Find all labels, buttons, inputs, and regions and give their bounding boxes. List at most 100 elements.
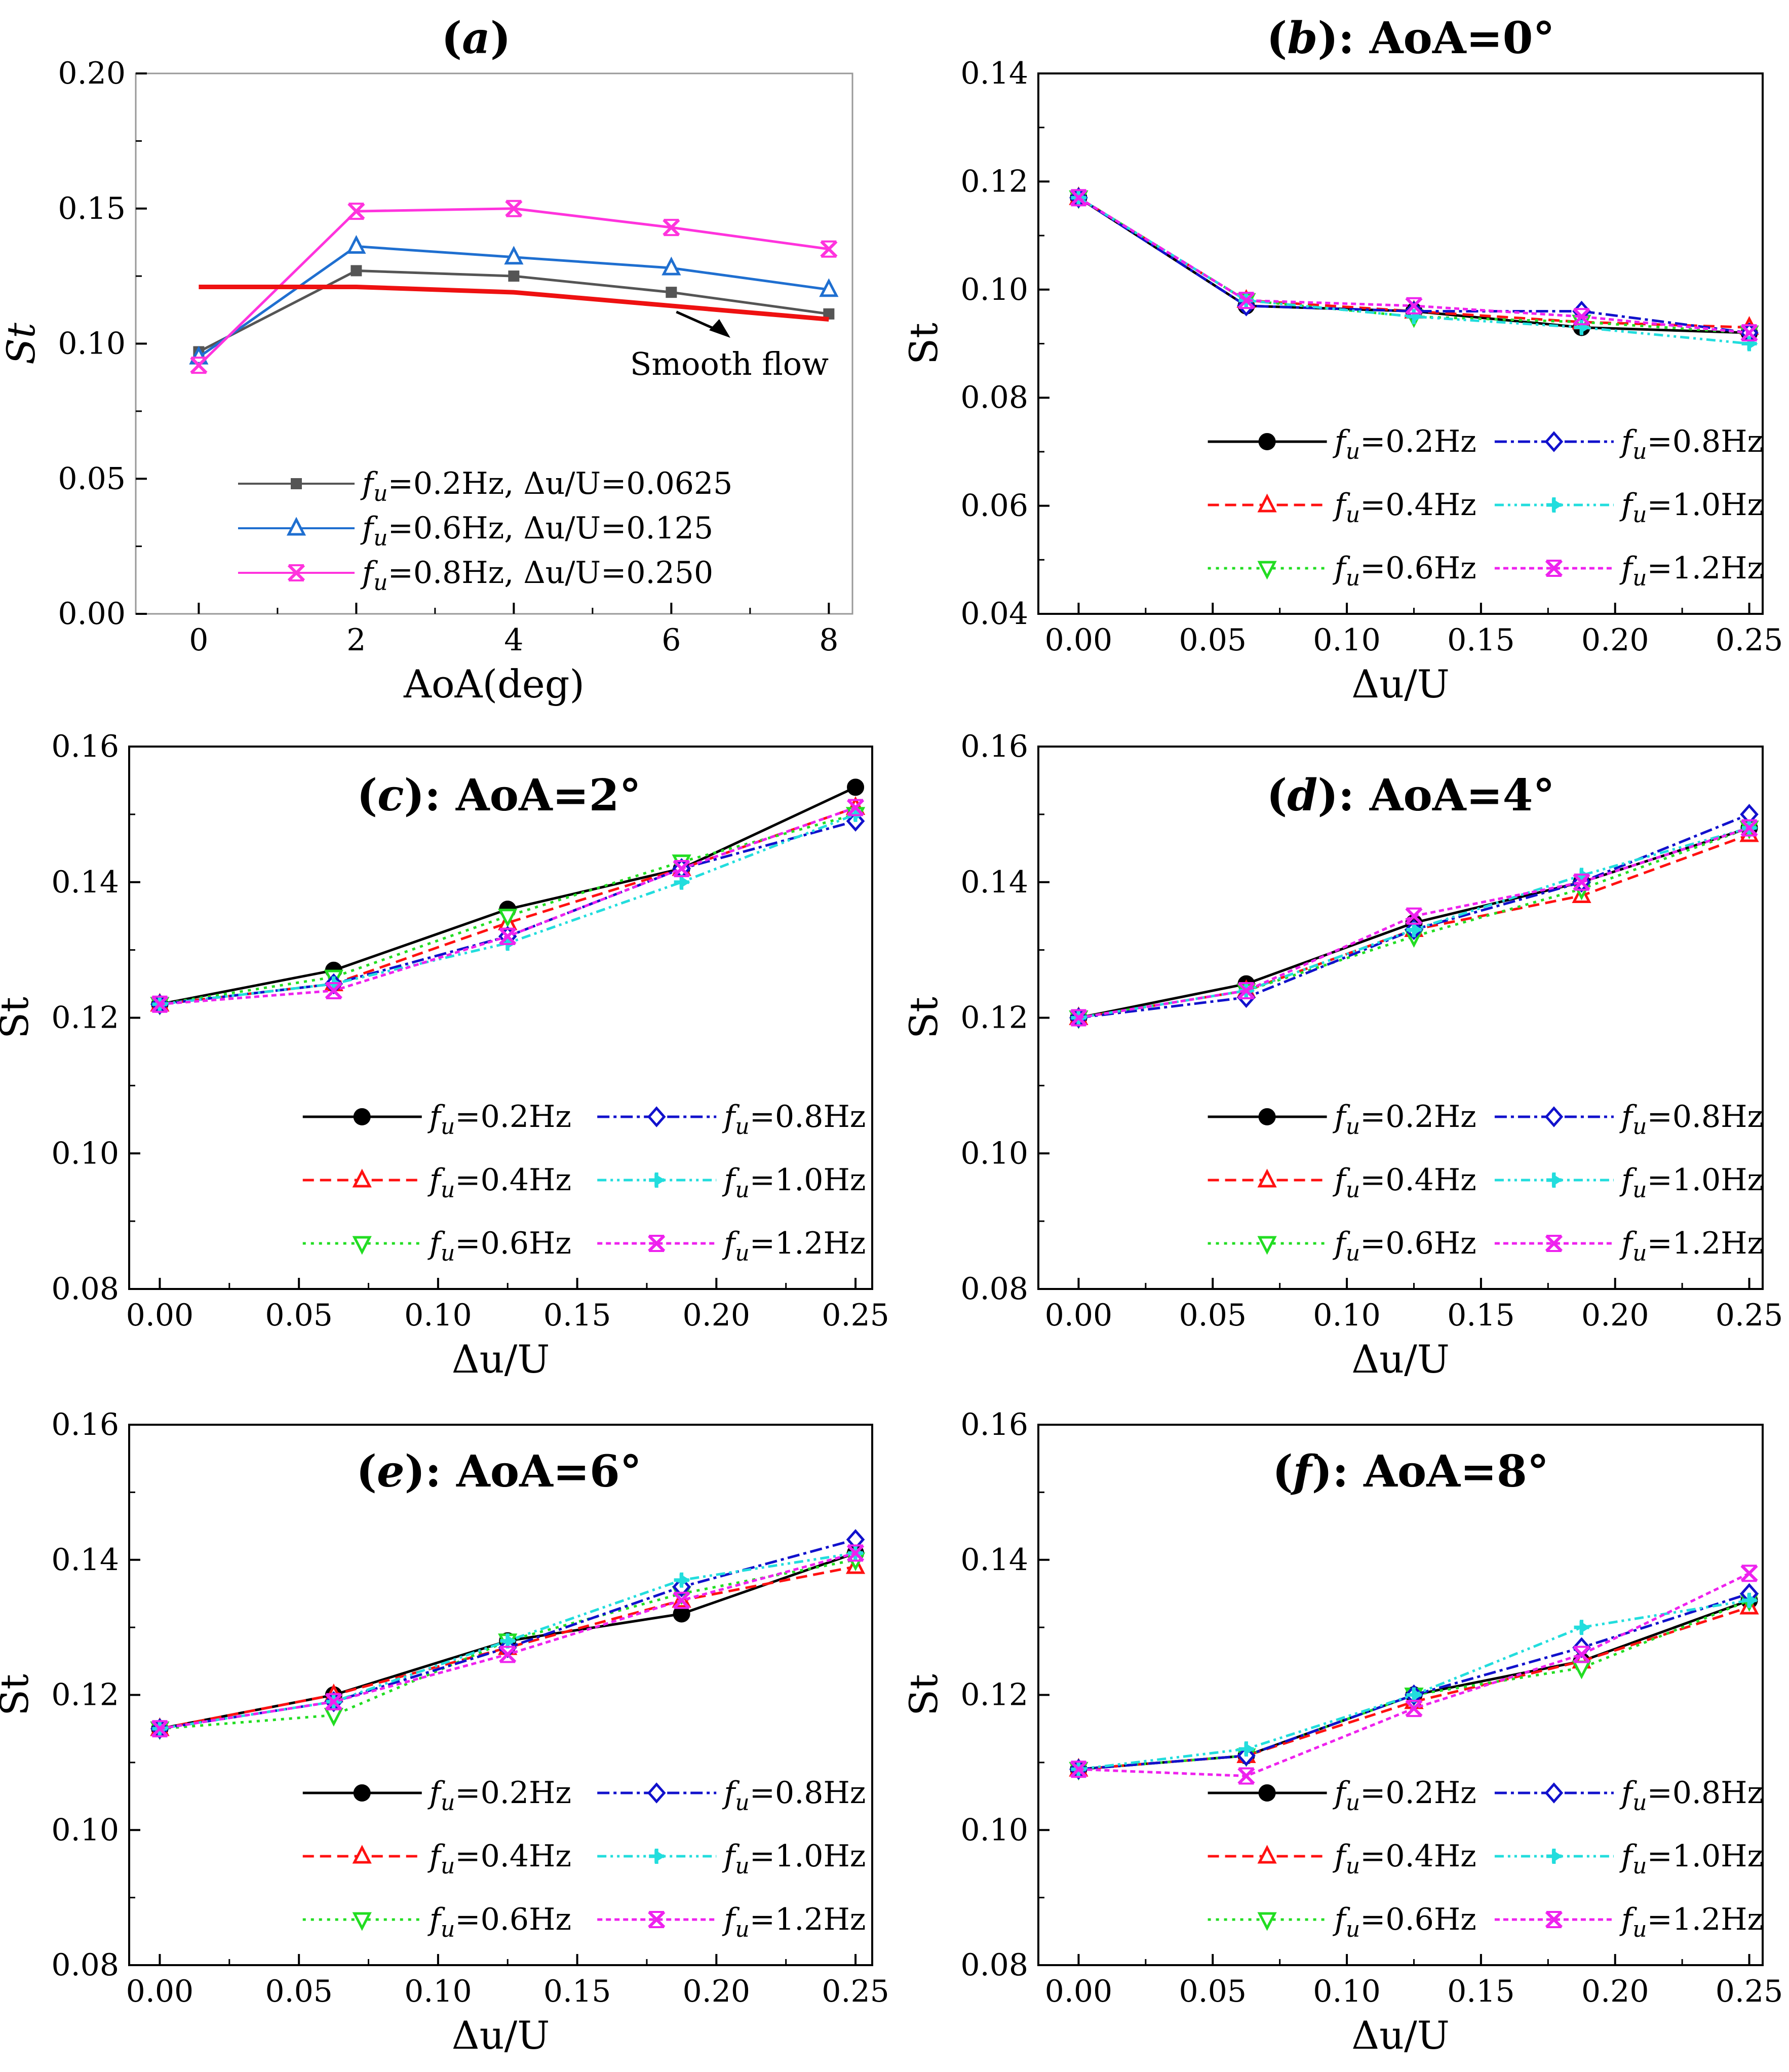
data-point [325,1693,342,1710]
y-tick-label: 0.10 [960,1812,1028,1848]
y-axis-label: St [0,997,37,1039]
legend-marker [648,1234,666,1253]
data-point [504,246,524,265]
y-tick-label: 0.16 [960,729,1028,764]
legend-marker [1257,561,1277,580]
y-tick-label: 0.12 [960,1677,1028,1713]
marker-part [679,1573,690,1587]
y-tick-label: 0.12 [960,164,1028,199]
x-axis-label: Δu/U [1351,1337,1450,1382]
x-tick-label: 0.15 [543,1298,611,1333]
data-point [325,982,342,1000]
marker-part [1573,1646,1590,1663]
arrow-head [709,319,730,338]
y-tick-label: 0.10 [960,272,1028,307]
marker-part [648,1234,666,1253]
marker-part [1237,982,1255,1000]
marker-part [1747,821,1758,835]
y-axis-label: St [0,1674,37,1716]
marker-part [1405,1700,1423,1717]
data-point [1237,982,1255,1000]
legend-label: fu=0.4Hz [427,1162,571,1203]
legend-marker [1258,433,1276,450]
legend-label: fu=0.4Hz [1333,1839,1476,1879]
x-axis-label: Δu/U [452,2013,550,2058]
y-tick-label: 0.16 [960,1407,1028,1442]
data-point [662,256,681,276]
data-point [846,799,865,816]
x-tick-label: 0.25 [1716,1298,1783,1333]
marker-part [1579,1621,1590,1634]
marker-part [654,1850,666,1863]
y-axis-label: St [0,323,44,365]
data-point [1740,1565,1758,1582]
legend-label: fu=0.4Hz [1333,487,1476,528]
series-line-5 [1078,1572,1750,1778]
data-point [1573,1646,1590,1663]
marker-part [1405,297,1423,315]
x-tick-label: 0.20 [1581,622,1649,658]
marker-part [499,1646,517,1663]
legend-marker [647,1782,666,1804]
legend-marker [1546,497,1563,513]
data-point [499,1646,517,1663]
y-tick-label: 0.15 [58,191,126,226]
marker-part [1573,873,1590,891]
legend-label: fu=1.0Hz [1619,1839,1763,1879]
y-tick-label: 0.08 [51,1271,119,1307]
x-tick-label: 0.15 [1447,622,1515,658]
panel-title: (b): AoA=0° [1267,13,1555,64]
data-point [673,859,690,878]
legend-label: fu=0.4Hz [427,1839,571,1879]
data-point [508,270,520,282]
series-line-3 [199,284,829,322]
data-point [1405,1700,1423,1717]
x-axis-label: Δu/U [1351,2013,1450,2058]
legend-label: fu=0.6Hz [1333,1226,1476,1266]
marker-part [846,1544,865,1562]
panel-title: (a) [441,13,511,64]
legend-label: fu=0.2Hz [1333,1775,1476,1816]
marker-part [347,202,365,220]
x-tick-label: 0.10 [1313,1974,1381,2009]
x-tick-label: 0.10 [1313,622,1381,658]
legend-label: fu=1.0Hz [722,1162,866,1203]
data-point [1741,1592,1758,1608]
marker-part [1244,984,1255,997]
marker-part [1237,292,1255,309]
legend-label: fu=0.6Hz [427,1902,571,1942]
data-point [1237,292,1255,309]
x-tick-label: 0.00 [1045,622,1113,658]
legend-marker [1258,1784,1276,1802]
marker-part [1070,1009,1087,1027]
y-tick-label: 0.06 [960,488,1028,524]
y-tick-label: 0.16 [51,729,119,764]
legend-marker [649,1172,666,1188]
legend-label: fu=0.8Hz [1619,1099,1763,1140]
y-tick-label: 0.14 [51,865,119,900]
data-point [190,357,208,374]
legend-label: fu=1.0Hz [1619,1162,1763,1203]
data-point [499,927,517,945]
legend-label: fu=0.6Hz [1333,551,1476,591]
marker-part [190,357,208,374]
x-tick-label: 0.10 [404,1974,472,2009]
marker-part [1551,1850,1563,1863]
y-tick-label: 0.10 [58,326,126,362]
legend-label: fu=1.2Hz [1619,551,1763,591]
marker-part [325,982,342,1000]
x-tick-label: 0.20 [1581,1298,1649,1333]
data-point [823,308,835,320]
y-tick-label: 0.10 [960,1136,1028,1171]
legend-marker [352,1236,372,1255]
x-tick-label: 0.05 [1179,1974,1247,2009]
x-tick-label: 0.15 [1447,1974,1515,2009]
x-tick-label: 0.15 [1447,1298,1515,1333]
legend-label: fu=0.8Hz [722,1775,866,1816]
panel-title: (d): AoA=4° [1267,770,1555,821]
data-point [674,1572,690,1588]
y-tick-label: 0.10 [51,1136,119,1171]
x-tick-label: 0.15 [543,1974,611,2009]
marker-part [648,1910,666,1929]
data-point [1405,297,1423,315]
